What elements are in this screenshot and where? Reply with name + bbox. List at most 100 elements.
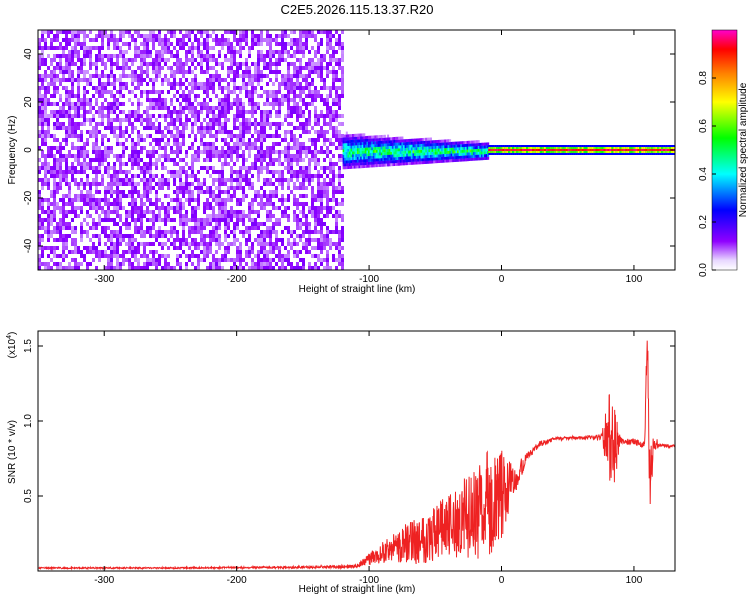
heatmap-cell <box>92 198 95 202</box>
heatmap-cell <box>80 254 83 258</box>
heatmap-cell <box>407 156 410 160</box>
heatmap-cell <box>95 206 98 210</box>
heatmap-cell <box>152 34 155 38</box>
heatmap-cell <box>242 190 245 194</box>
heatmap-cell <box>56 46 59 50</box>
heatmap-cell <box>369 164 372 168</box>
heatmap-cell <box>227 106 230 110</box>
heatmap-cell <box>188 198 191 202</box>
heatmap-cell <box>71 174 74 178</box>
heatmap-cell <box>227 222 230 226</box>
heatmap-cell <box>445 150 448 154</box>
heatmap-cell <box>152 58 155 62</box>
heatmap-cell <box>382 137 385 141</box>
heatmap-cell <box>290 134 293 138</box>
heatmap-cell <box>275 122 278 126</box>
heatmap-cell <box>122 154 125 158</box>
heatmap-cell <box>89 54 92 58</box>
heatmap-cell <box>236 178 239 182</box>
heatmap-cell <box>59 146 62 150</box>
heatmap-cell <box>284 254 287 258</box>
heatmap-cell <box>329 94 332 98</box>
heatmap-cell <box>131 190 134 194</box>
heatmap-cell <box>414 161 417 165</box>
heatmap-cell <box>437 139 440 143</box>
heatmap-cell <box>468 143 471 147</box>
heatmap-cell <box>293 230 296 234</box>
heatmap-cell <box>146 182 149 186</box>
heatmap-cell <box>56 186 59 190</box>
heatmap-cell <box>320 110 323 114</box>
heatmap-cell <box>77 110 80 114</box>
heatmap-cell <box>59 110 62 114</box>
heatmap-cell <box>224 178 227 182</box>
heatmap-cell <box>143 254 146 258</box>
heatmap-cell <box>50 110 53 114</box>
heatmap-cell <box>266 250 269 254</box>
heatmap-cell <box>257 166 260 170</box>
heatmap-cell <box>390 148 393 152</box>
heatmap-cell <box>89 194 92 198</box>
heatmap-cell <box>164 154 167 158</box>
heatmap-cell <box>110 74 113 78</box>
heatmap-cell <box>227 98 230 102</box>
heatmap-cell <box>472 157 475 161</box>
heatmap-cell <box>410 153 413 157</box>
heatmap-cell <box>314 214 317 218</box>
heatmap-cell <box>326 242 329 246</box>
heatmap-cell <box>380 163 383 167</box>
heatmap-cell <box>53 162 56 166</box>
heatmap-cell <box>487 156 490 160</box>
heatmap-cell <box>272 174 275 178</box>
heatmap-cell <box>215 74 218 78</box>
heatmap-cell <box>164 106 167 110</box>
heatmap-cell <box>155 118 158 122</box>
heatmap-cell <box>404 156 407 160</box>
heatmap-cell <box>338 242 341 246</box>
heatmap-cell <box>308 74 311 78</box>
heatmap-cell <box>191 194 194 198</box>
heatmap-cell <box>191 122 194 126</box>
heatmap-cell <box>305 122 308 126</box>
heatmap-cell <box>485 145 488 149</box>
heatmap-cell <box>358 136 361 140</box>
heatmap-cell <box>221 86 224 90</box>
heatmap-cell <box>116 262 119 266</box>
heatmap-cell <box>412 153 415 157</box>
heatmap-cell <box>388 143 391 147</box>
heatmap-cell <box>77 134 80 138</box>
heatmap-cell <box>236 42 239 46</box>
heatmap-cell <box>302 90 305 94</box>
heatmap-cell <box>116 266 119 270</box>
heatmap-cell <box>284 50 287 54</box>
heatmap-cell <box>281 74 284 78</box>
heatmap-cell <box>197 86 200 90</box>
heatmap-cell <box>155 102 158 106</box>
heatmap-cell <box>107 114 110 118</box>
heatmap-cell <box>44 218 47 222</box>
heatmap-cell <box>380 140 383 144</box>
heatmap-cell <box>200 122 203 126</box>
heatmap-cell <box>86 182 89 186</box>
heatmap-cell <box>355 162 358 166</box>
heatmap-cell <box>77 170 80 174</box>
heatmap-cell <box>338 58 341 62</box>
heatmap-cell <box>278 198 281 202</box>
heatmap-cell <box>206 190 209 194</box>
heatmap-cell <box>221 214 224 218</box>
heatmap-cell <box>281 54 284 58</box>
heatmap-cell <box>140 210 143 214</box>
heatmap-cell <box>317 230 320 234</box>
heatmap-cell <box>293 254 296 258</box>
heatmap-cell <box>356 145 359 149</box>
heatmap-cell <box>236 238 239 242</box>
heatmap-cell <box>284 30 287 34</box>
heatmap-cell <box>317 62 320 66</box>
heatmap-cell <box>203 258 206 262</box>
heatmap-cell <box>383 146 386 150</box>
heatmap-cell <box>347 145 350 149</box>
heatmap-cell <box>68 30 71 34</box>
heatmap-cell <box>179 78 182 82</box>
heatmap-cell <box>311 210 314 214</box>
heatmap-cell <box>143 194 146 198</box>
